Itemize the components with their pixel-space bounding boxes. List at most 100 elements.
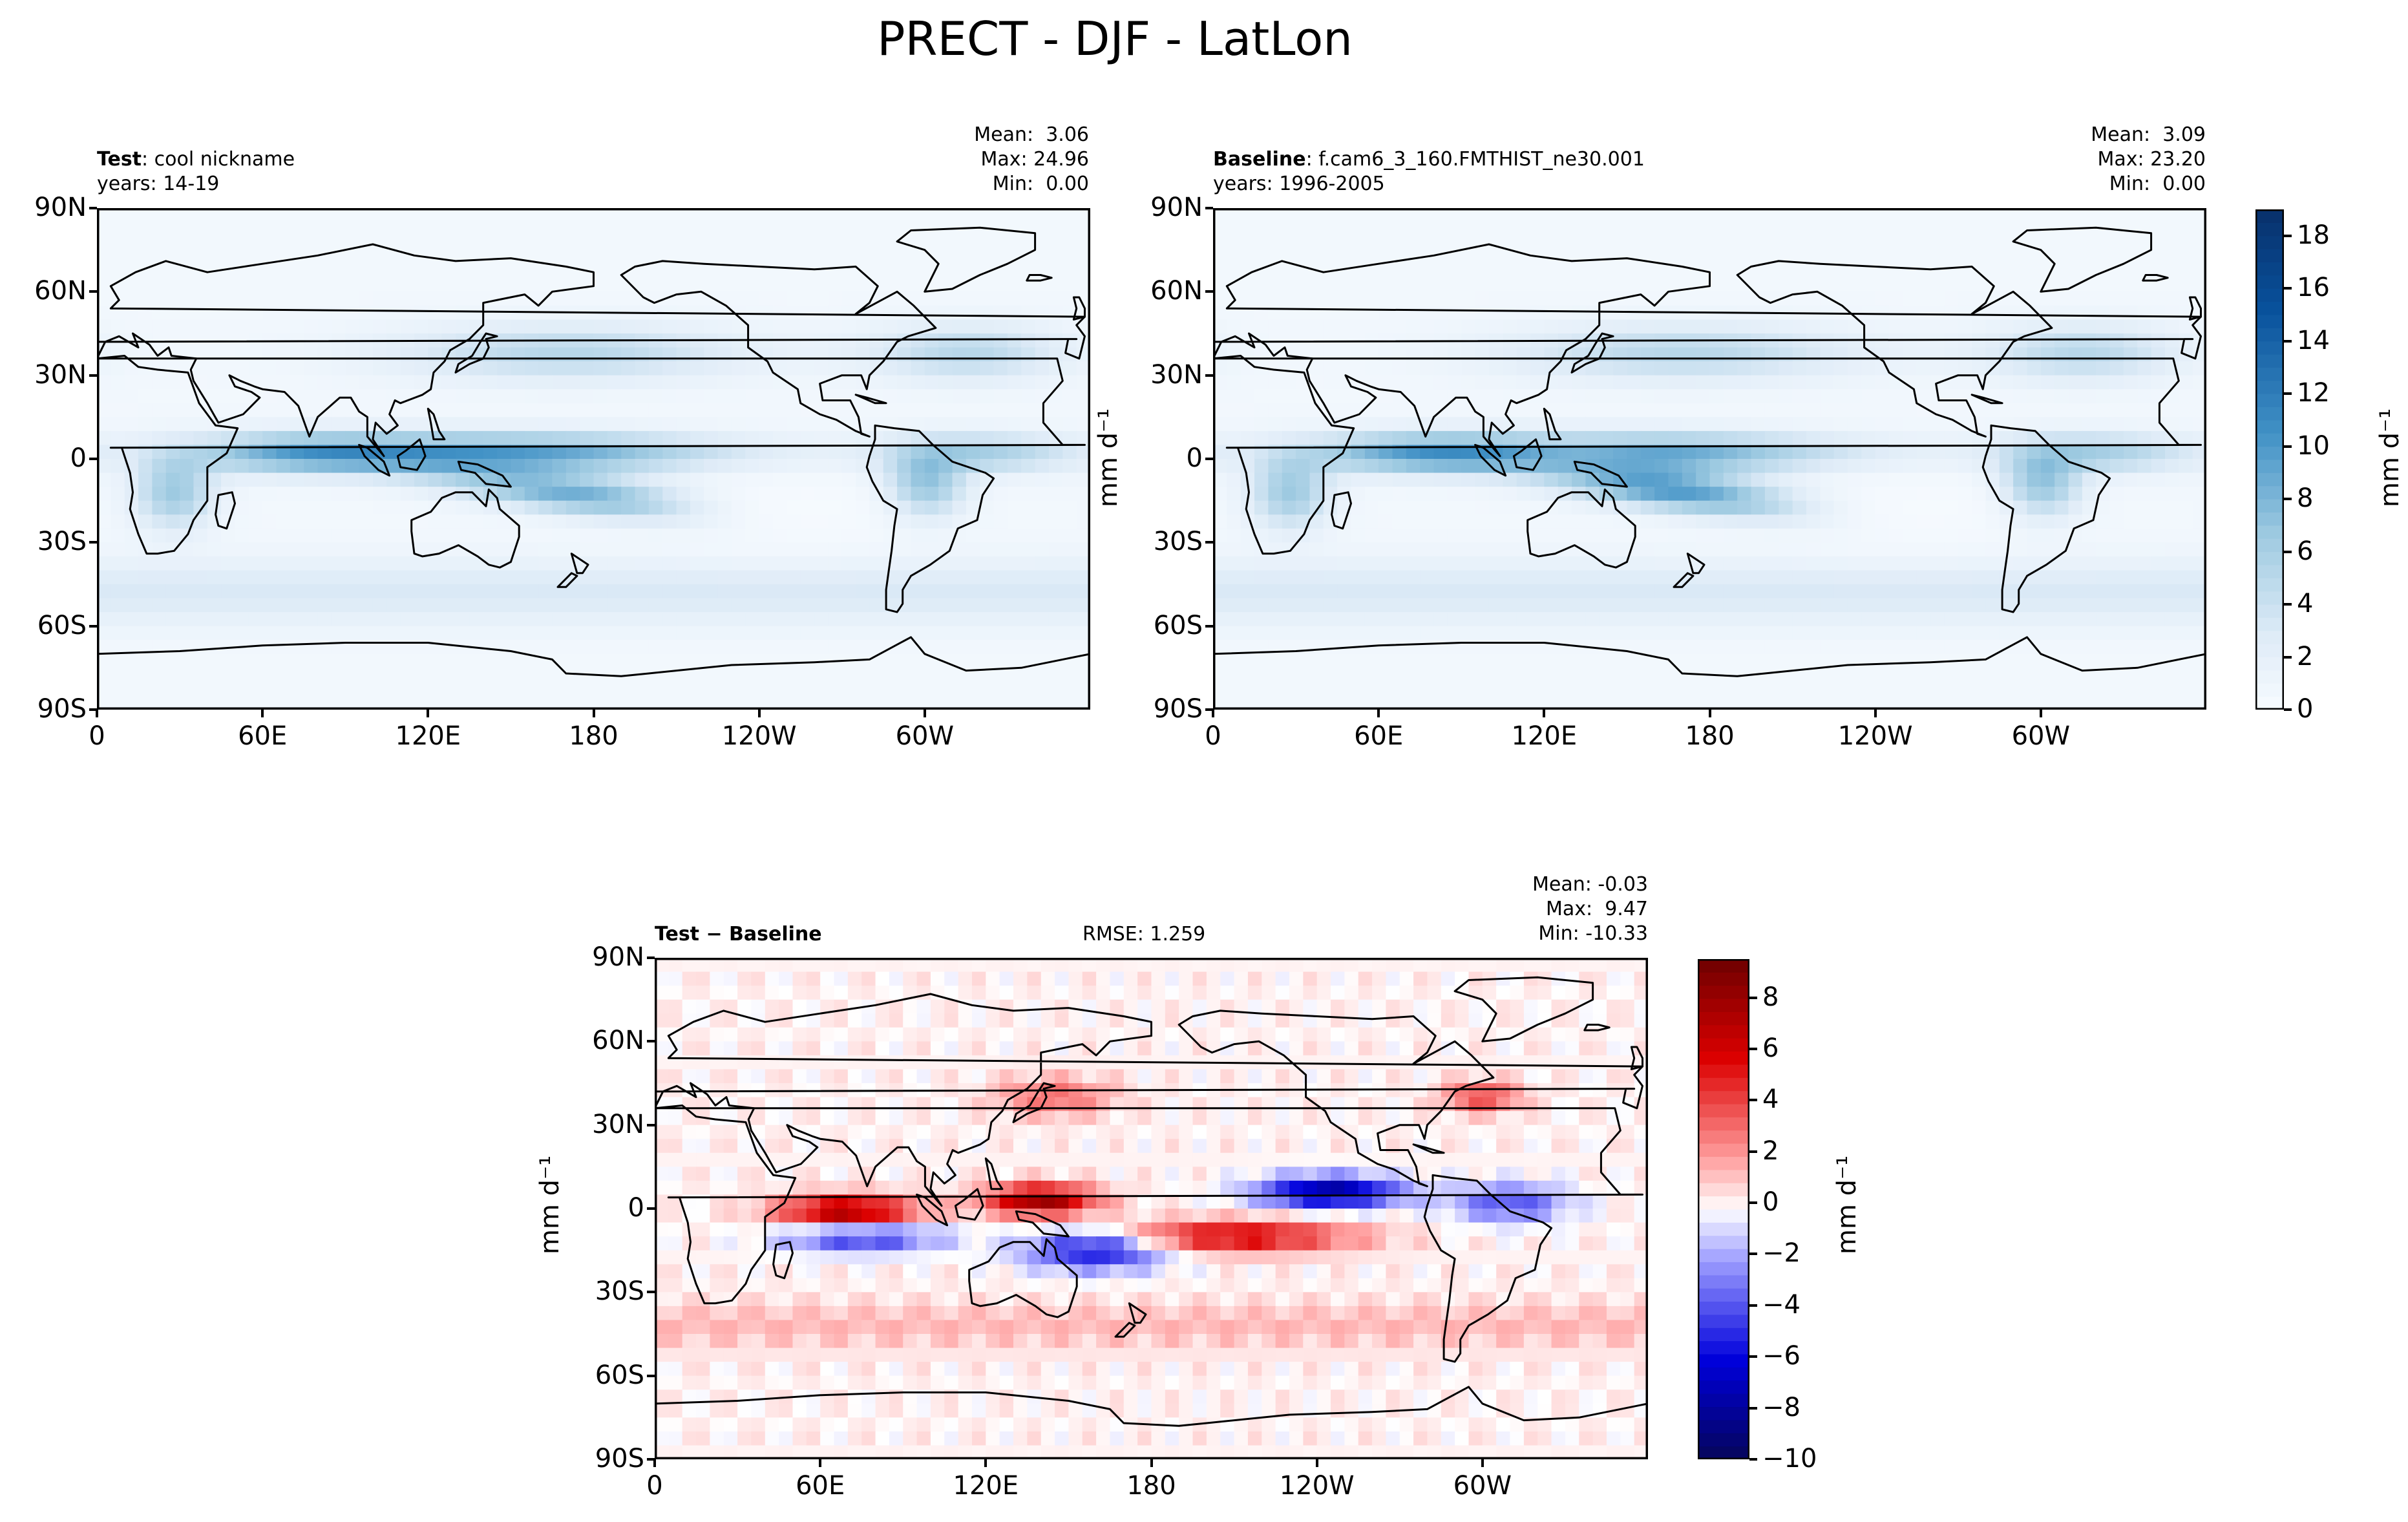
test-cell xyxy=(248,417,263,432)
test-cell xyxy=(731,291,746,306)
test-cell xyxy=(787,640,801,655)
baseline-cell xyxy=(1682,556,1696,571)
baseline-cell xyxy=(1475,556,1490,571)
test-cell xyxy=(1048,333,1063,348)
baseline-cell xyxy=(1903,208,1917,223)
test-cell xyxy=(648,640,663,655)
test-cell xyxy=(662,500,677,515)
test-panel-label: Test: cool nickname xyxy=(97,147,295,172)
test-cell xyxy=(1076,612,1090,627)
baseline-cell xyxy=(1461,305,1476,321)
test-cell xyxy=(841,598,856,613)
test-cell xyxy=(469,626,484,640)
baseline-cell xyxy=(1613,236,1628,251)
test-cell xyxy=(180,695,195,710)
test-cell xyxy=(483,389,498,404)
test-cell xyxy=(304,556,319,571)
baseline-cell xyxy=(1433,291,1448,306)
test-cell xyxy=(345,430,360,446)
baseline-cell xyxy=(1985,514,2000,529)
baseline-cell xyxy=(1447,389,1462,404)
baseline-cell xyxy=(1351,445,1366,460)
baseline-cell xyxy=(2054,445,2069,460)
test-cell xyxy=(580,681,595,697)
test-cell xyxy=(621,612,636,627)
test-cell xyxy=(1035,626,1050,640)
test-cell xyxy=(662,347,677,362)
test-cell xyxy=(1048,528,1063,543)
test-cell xyxy=(414,528,428,543)
test-cell xyxy=(580,361,595,376)
test-cell xyxy=(856,291,871,306)
baseline-cell xyxy=(1309,403,1324,417)
baseline-cell xyxy=(2137,430,2152,446)
test-cell xyxy=(1007,514,1022,529)
test-cell xyxy=(428,612,443,627)
baseline-cell xyxy=(1240,361,1255,376)
baseline-cell xyxy=(1406,236,1421,251)
baseline-cell xyxy=(1682,653,1696,668)
baseline-cell xyxy=(1461,612,1476,627)
baseline-cell xyxy=(2151,319,2166,334)
baseline-cell xyxy=(1930,487,1945,502)
test-cell xyxy=(511,598,525,613)
test-cell xyxy=(290,417,304,432)
test-cell xyxy=(469,417,484,432)
test-cell xyxy=(290,264,304,279)
baseline-cell xyxy=(1751,598,1766,613)
baseline-cell xyxy=(1847,612,1862,627)
test-cell xyxy=(593,361,608,376)
baseline-cell xyxy=(1916,291,1931,306)
baseline-cell xyxy=(1779,556,1793,571)
baseline-cell xyxy=(1723,291,1738,306)
test-cell xyxy=(565,542,580,557)
baseline-cell xyxy=(1751,584,1766,599)
baseline-cell xyxy=(1779,375,1793,390)
test-cell xyxy=(717,681,732,697)
test-cell xyxy=(400,222,415,237)
baseline-cell xyxy=(1268,542,1283,557)
baseline-cell xyxy=(1364,528,1379,543)
test-cell xyxy=(1035,347,1050,362)
test-cell xyxy=(428,556,443,571)
baseline-cell xyxy=(1861,612,1876,627)
baseline-cell xyxy=(1958,249,1972,264)
baseline-cell xyxy=(1213,514,1227,529)
test-cell xyxy=(565,319,580,334)
baseline-cell xyxy=(1364,361,1379,376)
test-cell xyxy=(938,556,953,571)
baseline-cell xyxy=(1516,459,1531,474)
y-tick-mark xyxy=(89,290,97,293)
baseline-cell xyxy=(1268,361,1283,376)
test-cell xyxy=(97,430,111,446)
test-cell xyxy=(207,598,222,613)
baseline-cell xyxy=(1944,584,1959,599)
test-cell xyxy=(704,222,719,237)
test-cell xyxy=(124,389,139,404)
test-cell xyxy=(193,361,208,376)
baseline-cell xyxy=(1599,249,1614,264)
baseline-cell xyxy=(1599,459,1614,474)
baseline-map xyxy=(1213,208,2206,710)
baseline-cell xyxy=(2137,556,2152,571)
test-cell xyxy=(952,612,967,627)
test-cell xyxy=(524,556,539,571)
test-cell xyxy=(97,570,111,585)
test-cell xyxy=(773,403,787,417)
test-cell xyxy=(262,695,277,710)
baseline-cell xyxy=(1806,403,1821,417)
baseline-cell xyxy=(1903,584,1917,599)
test-cell xyxy=(331,695,346,710)
test-cell xyxy=(165,347,180,362)
baseline-cell xyxy=(2109,375,2124,390)
baseline-cell xyxy=(1889,640,1903,655)
test-cell xyxy=(180,500,195,515)
test-cell xyxy=(97,417,111,432)
test-cell xyxy=(524,542,539,557)
baseline-years: years: 1996-2005 xyxy=(1213,173,1385,195)
test-cell xyxy=(248,445,263,460)
test-cell xyxy=(993,277,1008,292)
baseline-cell xyxy=(1503,291,1517,306)
test-cell xyxy=(1062,514,1077,529)
baseline-cell xyxy=(1627,472,1642,487)
